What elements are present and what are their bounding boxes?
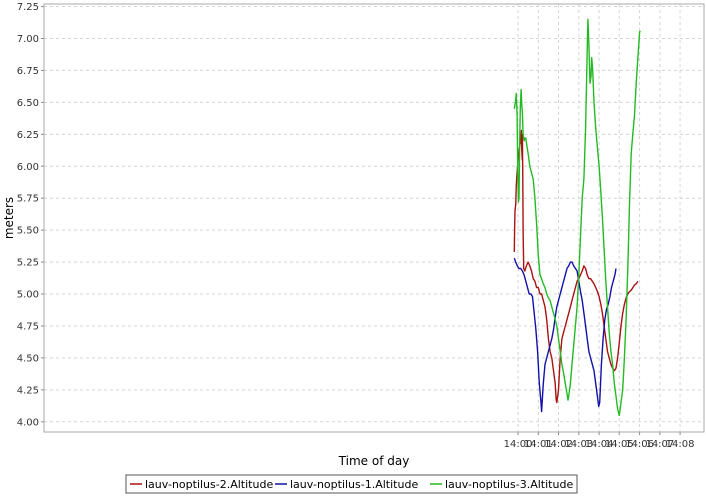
x-tick-label: 14:01: [524, 439, 553, 450]
y-tick-label: 5.00: [17, 290, 39, 301]
x-tick-label: 14:03: [564, 439, 593, 450]
y-tick-label: 4.75: [17, 321, 39, 332]
plot-area: [44, 4, 704, 432]
plot-frame: [43, 3, 705, 433]
y-tick-label: 5.50: [17, 226, 39, 237]
y-axis-ticks: 4.00 4.25 4.50 4.75 5.00 5.25 5.50 5.75 6.00 6.25…: [17, 2, 44, 428]
y-tick-label: 4.00: [17, 417, 39, 428]
legend-label-series-1: lauv-noptilus-2.Altitude: [145, 478, 273, 491]
series-lines: [513, 18, 641, 417]
y-tick-label: 6.00: [17, 162, 39, 173]
series-line-2: [513, 257, 617, 413]
legend-label-series-2: lauv-noptilus-1.Altitude: [290, 478, 418, 491]
x-tick-label: 14:04: [585, 439, 614, 450]
x-tick-label: 14:07: [645, 439, 674, 450]
y-tick-label: 6.25: [17, 130, 39, 141]
x-tick-label: 14:08: [666, 439, 695, 450]
y-tick-label: 4.25: [17, 385, 39, 396]
y-axis-title: meters: [2, 197, 16, 239]
legend-label-series-3: lauv-noptilus-3.Altitude: [445, 478, 573, 491]
x-tick-label: 14:06: [625, 439, 654, 450]
x-tick-label: 14:02: [544, 439, 573, 450]
y-tick-label: 7.25: [17, 2, 39, 13]
x-axis-title: Time of day: [338, 454, 410, 468]
legend-box: [125, 474, 578, 494]
y-tick-label: 6.50: [17, 98, 39, 109]
legend: lauv-noptilus-2.Altitude lauv-noptilus-1…: [125, 474, 578, 494]
y-tick-label: 5.75: [17, 194, 39, 205]
y-tick-label: 7.00: [17, 34, 39, 45]
y-tick-label: 5.25: [17, 258, 39, 269]
series-line-3: [513, 18, 641, 417]
y-tick-label: 6.75: [17, 66, 39, 77]
x-axis-ticks: 14:0014:0114:0214:0314:0414:0514:0614:07…: [504, 432, 695, 450]
x-tick-label: 14:00: [504, 439, 533, 450]
x-tick-label: 14:05: [605, 439, 634, 450]
y-tick-label: 4.50: [17, 353, 39, 364]
